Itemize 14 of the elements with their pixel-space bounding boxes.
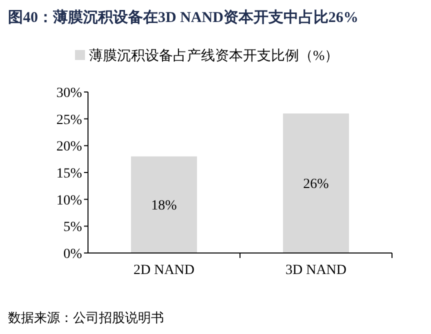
- x-tick-label: 3D NAND: [285, 263, 347, 278]
- chart-title: 图40：薄膜沉积设备在3D NAND资本开支中占比26%: [8, 9, 358, 26]
- source-note: 数据来源：公司招股说明书: [8, 310, 164, 325]
- legend-label: 薄膜沉积设备占产线资本开支比例（%）: [89, 48, 339, 64]
- y-tick-label: 20%: [56, 140, 82, 155]
- data-label: 18%: [151, 198, 178, 214]
- x-tick-label: 2D NAND: [133, 263, 195, 278]
- y-tick-label: 25%: [56, 112, 82, 128]
- y-tick-label: 0%: [63, 247, 82, 262]
- y-tick-label: 5%: [63, 220, 82, 236]
- y-tick-label: 30%: [56, 86, 82, 101]
- y-tick-label: 10%: [56, 193, 82, 208]
- data-label: 26%: [303, 177, 330, 192]
- y-tick-label: 15%: [56, 166, 82, 182]
